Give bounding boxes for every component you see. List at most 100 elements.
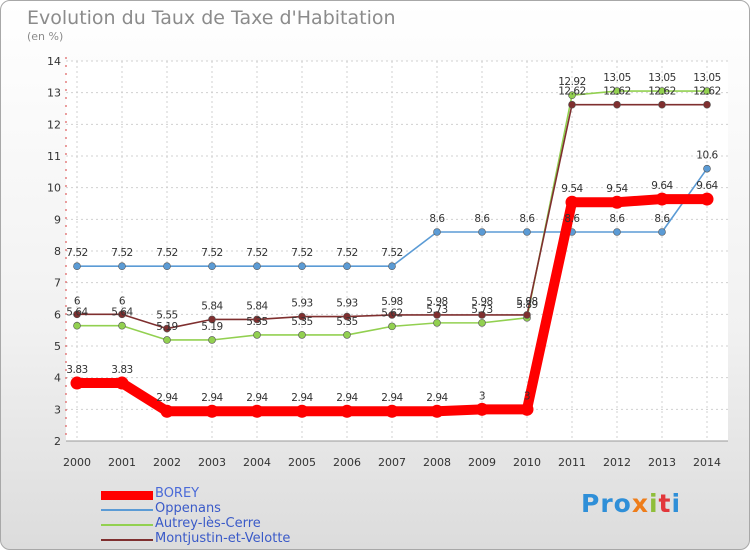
data-label: 2.94 [336,392,358,404]
data-point [163,262,171,271]
data-point [253,331,261,339]
data-point [208,336,216,344]
data-point [298,331,306,339]
data-point [658,228,666,236]
legend-label: BOREY [155,486,200,501]
data-label: 5.89 [516,299,537,311]
data-point [208,315,216,324]
data-label: 5.98 [426,296,447,308]
x-tick-label: 2014 [693,456,721,469]
data-label: 5.98 [381,296,402,308]
data-label: 7.52 [156,247,177,259]
data-label: 7.52 [291,247,312,259]
logo-part-3: i [648,489,659,518]
data-point [613,100,621,109]
data-label: 5.35 [291,316,312,328]
data-label: 5.98 [471,296,492,308]
data-label: 6 [74,295,81,307]
data-point [613,228,621,236]
data-point [73,310,81,319]
data-point [298,312,306,321]
data-label: 5.64 [66,307,88,319]
y-tick-label: 6 [54,308,61,321]
data-label: 13.05 [603,72,631,84]
y-tick-label: 7 [54,277,61,290]
data-point [343,331,351,339]
data-label: 5.55 [156,310,177,322]
data-point [523,311,531,319]
logo-part-2: x [631,489,649,518]
data-label: 6 [119,295,126,307]
data-point [433,319,441,327]
x-tick-label: 2009 [468,456,496,469]
legend-label: Autrey-lès-Cerre [155,516,261,531]
data-point [433,228,441,236]
data-label: 2.94 [291,392,313,404]
x-tick-label: 2002 [153,456,181,469]
legend-swatch [101,509,153,511]
data-label: 3.83 [111,364,132,376]
x-tick-label: 2007 [378,456,406,469]
data-point [433,311,441,319]
data-label: 9.64 [651,180,673,192]
data-point [208,262,216,271]
data-point [115,376,129,390]
data-point [253,315,261,324]
data-label: 7.52 [201,247,222,259]
data-point [703,164,711,173]
data-point [700,192,714,206]
data-label: 8.6 [654,213,670,225]
data-point [478,319,486,327]
data-point [703,100,711,109]
data-point [610,195,624,209]
legend-swatch [101,490,153,500]
data-label: 7.52 [336,247,357,259]
legend-label: Montjustin-et-Velotte [155,531,291,546]
y-tick-label: 14 [47,55,61,68]
data-label: 5.62 [381,307,402,319]
data-label: 3 [524,390,530,402]
data-point [703,87,711,95]
data-point [430,404,444,418]
data-label: 2.94 [381,392,403,404]
data-label: 3 [479,390,485,402]
x-tick-label: 2001 [108,456,136,469]
data-label: 12.62 [558,86,586,98]
y-tick-label: 12 [47,118,61,131]
data-point [253,262,261,271]
data-point [340,404,354,418]
logo-part-1: Pro [581,489,632,518]
data-label: 12.62 [648,86,676,98]
data-point [343,312,351,321]
data-point [118,310,126,319]
data-point [160,404,174,418]
data-label: 2.94 [426,392,448,404]
data-label: 12.92 [558,76,586,88]
data-label: 9.54 [561,183,583,195]
legend-label: Oppenans [155,501,221,516]
data-label: 13.05 [693,72,721,84]
x-tick-label: 2005 [288,456,316,469]
data-point [163,324,171,333]
y-tick-label: 4 [54,372,61,385]
data-label: 5.35 [336,316,357,328]
data-point [520,402,534,416]
data-point [295,404,309,418]
y-tick-label: 2 [54,435,61,448]
data-label: 5.73 [471,304,492,316]
data-point [655,192,669,206]
logo-part-5: i [671,489,682,518]
data-point [73,262,81,271]
data-point [388,262,396,271]
data-point [385,404,399,418]
data-label: 3.83 [66,364,87,376]
data-point [70,376,84,390]
y-tick-label: 3 [54,403,61,416]
data-label: 5.73 [426,304,447,316]
y-tick-label: 8 [54,245,61,258]
data-label: 8.6 [429,213,445,225]
y-tick-label: 9 [54,213,61,226]
data-label: 5.93 [291,298,312,310]
